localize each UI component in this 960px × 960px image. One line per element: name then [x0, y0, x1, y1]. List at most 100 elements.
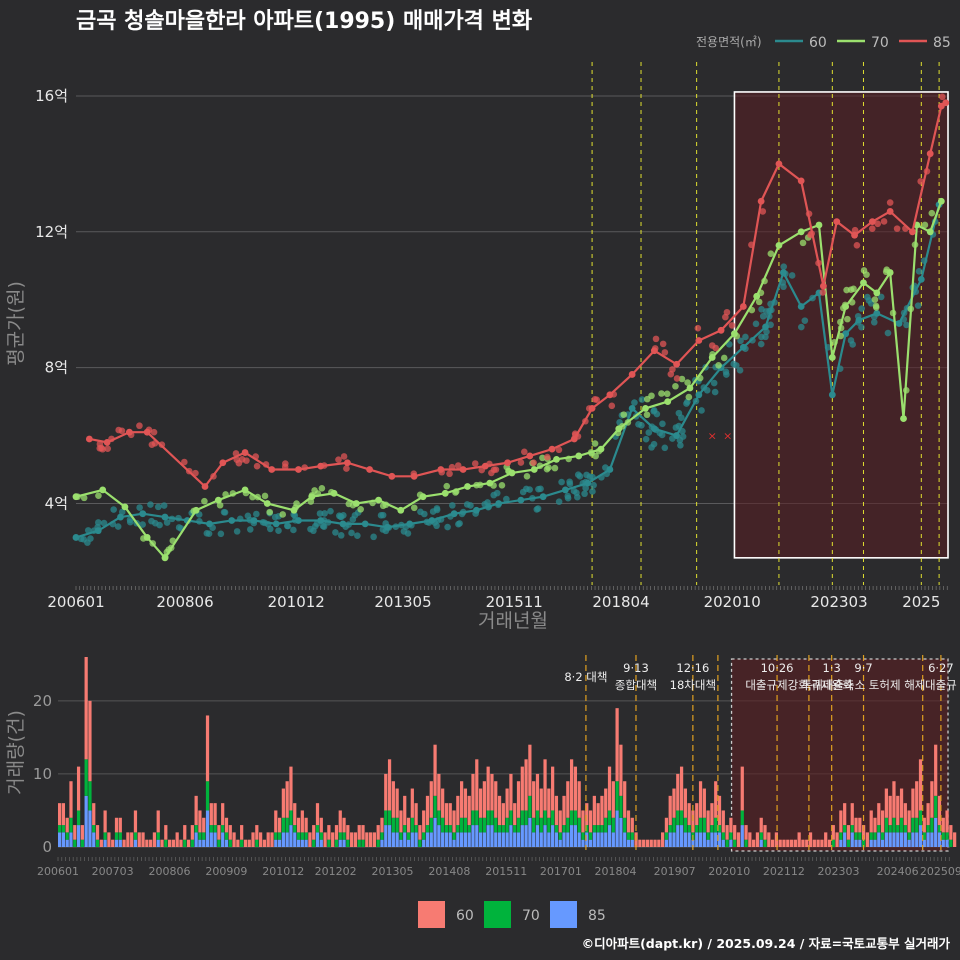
bar-60 — [611, 781, 615, 818]
scatter-point-60 — [711, 388, 719, 396]
bar-85 — [892, 832, 896, 847]
scatter-point-60 — [253, 510, 260, 518]
bar-60 — [425, 795, 430, 826]
bar-85 — [296, 839, 301, 847]
bar-85 — [406, 839, 411, 847]
series-point-70 — [553, 455, 560, 463]
bar-85 — [581, 839, 585, 847]
bar-85 — [194, 832, 198, 847]
bar-85 — [505, 832, 509, 847]
series-point-60 — [539, 493, 547, 501]
bar-70 — [425, 825, 430, 833]
series-point-60 — [779, 269, 787, 276]
scatter-point-60 — [316, 510, 324, 517]
scatter-point-85 — [517, 459, 525, 466]
bar-85 — [501, 832, 505, 847]
bar-85 — [429, 832, 433, 847]
bar-70 — [494, 817, 498, 833]
y-tick-label: 4억 — [45, 494, 68, 512]
x-tick-label: 200806 — [156, 593, 213, 611]
bar-70 — [702, 817, 706, 833]
bar-70 — [228, 839, 232, 847]
y-tick-label: 16억 — [35, 87, 68, 105]
bar-60 — [353, 832, 358, 847]
bar-60 — [759, 817, 763, 833]
series-point-85 — [673, 360, 681, 368]
bar-60 — [793, 839, 797, 847]
series-point-60 — [917, 275, 925, 283]
scatter-point-70 — [443, 482, 451, 490]
series-point-85 — [504, 459, 511, 467]
bar-60 — [846, 825, 851, 840]
scatter-point-60 — [95, 519, 102, 526]
bar-85 — [285, 832, 289, 847]
scatter-point-60 — [84, 527, 92, 534]
bar-85 — [399, 839, 403, 847]
bar-60 — [65, 817, 69, 833]
annotation-label: 대출규제강화 — [745, 678, 809, 692]
bar-85 — [103, 839, 107, 847]
bar-85 — [630, 839, 634, 847]
bar-70 — [903, 825, 907, 833]
series-point-70 — [214, 496, 222, 504]
bar-60 — [770, 839, 775, 847]
bar-60 — [92, 803, 96, 826]
bar-85 — [543, 825, 547, 847]
series-point-60 — [450, 510, 458, 518]
bar-60 — [827, 839, 832, 847]
bar-60 — [695, 803, 699, 826]
cancelled-mark: × — [723, 430, 732, 443]
series-point-60 — [206, 520, 213, 528]
bar-85 — [380, 839, 384, 847]
bar-60 — [577, 781, 581, 818]
bar-60 — [782, 839, 786, 847]
bar-60 — [296, 817, 301, 833]
bar-70 — [433, 795, 437, 818]
bar-70 — [255, 839, 259, 847]
bar-60 — [152, 832, 157, 847]
scatter-point-60 — [467, 502, 474, 509]
series-point-70 — [508, 469, 516, 477]
bar-60 — [532, 781, 536, 818]
scatter-point-60 — [481, 500, 489, 508]
bar-70 — [441, 817, 445, 833]
bar-60 — [312, 825, 316, 840]
bar-70 — [733, 839, 737, 847]
series-60 — [72, 201, 943, 546]
scatter-point-60 — [650, 407, 658, 414]
scatter-point-85 — [446, 470, 453, 478]
scatter-point-60 — [275, 527, 282, 535]
bar-60 — [80, 825, 84, 840]
bar-70 — [896, 825, 900, 833]
bar-70 — [831, 839, 835, 847]
bar-70 — [240, 839, 244, 847]
bar-60 — [615, 708, 619, 782]
bar-70 — [452, 832, 456, 840]
bar-60 — [676, 773, 680, 811]
scatter-point-70 — [685, 393, 693, 401]
scatter-point-70 — [767, 250, 775, 258]
series-point-70 — [308, 493, 316, 501]
bar-85 — [114, 839, 119, 847]
bar-60 — [607, 766, 612, 811]
bar-70 — [839, 832, 843, 840]
x-tick-label-bottom: 201202 — [315, 865, 357, 878]
series-point-60 — [161, 513, 169, 521]
bar-60 — [748, 832, 752, 847]
bar-70 — [600, 825, 604, 833]
bar-85 — [740, 825, 744, 847]
bar-60 — [623, 781, 627, 818]
bar-70 — [513, 825, 517, 833]
scatter-point-60 — [589, 488, 596, 495]
bar-70 — [334, 839, 339, 847]
bar-70 — [456, 825, 460, 833]
bar-60 — [839, 810, 843, 833]
series-point-85 — [606, 391, 614, 399]
bar-60 — [903, 803, 907, 826]
series-point-85 — [388, 472, 396, 480]
bar-70 — [729, 832, 733, 840]
scatter-point-85 — [282, 460, 289, 467]
series-point-85 — [548, 445, 556, 453]
bar-70 — [543, 810, 547, 826]
bar-85 — [456, 832, 460, 847]
